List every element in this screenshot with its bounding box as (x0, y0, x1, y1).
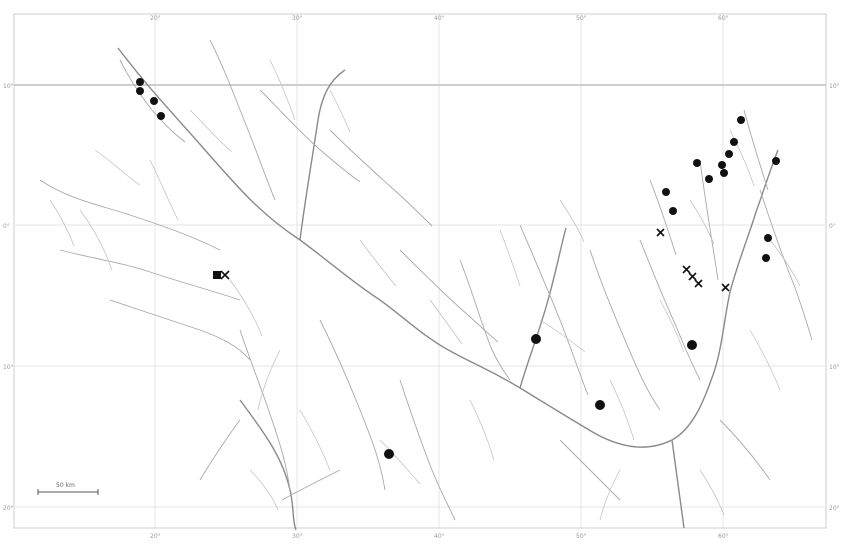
record-dot (764, 234, 772, 242)
record-dot (136, 78, 144, 86)
tick-label: 20° (150, 15, 161, 22)
record-dot (720, 169, 728, 177)
record-square (213, 271, 221, 279)
tributary-north (299, 69, 346, 241)
tick-label: 60° (718, 15, 729, 22)
record-dot (384, 449, 394, 459)
record-dot (705, 175, 713, 183)
tributary-southeast (671, 439, 685, 529)
map-frame (13, 13, 827, 529)
record-dot (725, 150, 733, 158)
tick-label: 10° (829, 83, 840, 90)
tick-label: 10° (3, 83, 14, 90)
record-dot (669, 207, 677, 215)
tick-label: 50° (576, 533, 587, 540)
record-dot (595, 400, 605, 410)
graticule-right-labels: 10° 0° 10° 20° (829, 83, 840, 512)
scale-bar-label: 50 km (56, 482, 75, 489)
tick-label: 40° (434, 533, 445, 540)
record-dot (157, 112, 165, 120)
record-dot (531, 334, 541, 344)
river-network (39, 39, 813, 531)
tick-label: 0° (829, 223, 836, 230)
graticule-bottom-labels: 20° 30° 40° 50° 60° (150, 533, 729, 540)
record-dot (762, 254, 770, 262)
tick-label: 20° (3, 505, 14, 512)
record-dot (662, 188, 670, 196)
record-dot (150, 97, 158, 105)
record-dot (730, 138, 738, 146)
record-dot (693, 159, 701, 167)
graticule (14, 14, 826, 528)
scale-bar: 50 km (37, 482, 99, 495)
tick-label: 50° (576, 15, 587, 22)
tick-label: 20° (150, 533, 161, 540)
tick-label: 10° (3, 364, 14, 371)
occurrence-records (136, 78, 780, 459)
record-dot (737, 116, 745, 124)
tick-label: 40° (434, 15, 445, 22)
graticule-left-labels: 10° 0° 10° 20° (3, 83, 14, 512)
record-dot (772, 157, 780, 165)
record-dot (687, 340, 697, 350)
tick-label: 0° (3, 223, 10, 230)
main-river (117, 47, 779, 448)
tick-label: 20° (829, 505, 840, 512)
tick-label: 60° (718, 533, 729, 540)
graticule-top-labels: 20° 30° 40° 50° 60° (150, 15, 729, 22)
tributary-south (239, 399, 297, 531)
record-dot (136, 87, 144, 95)
record-dot (718, 161, 726, 169)
tick-label: 30° (292, 533, 303, 540)
tributary-middle (519, 227, 567, 389)
tick-label: 10° (829, 364, 840, 371)
tick-label: 30° (292, 15, 303, 22)
